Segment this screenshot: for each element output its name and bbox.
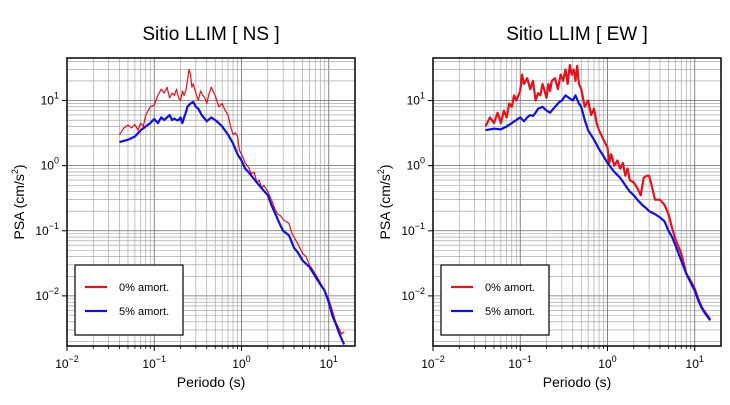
y-tick-label: 100 xyxy=(407,156,425,173)
y-axis-label: PSA (cm/s2) xyxy=(10,164,27,239)
chart-panel-ns: 10−2 10−1 100 101 10−2 10−1 100 101 Sitio LLIM [… xyxy=(10,24,356,390)
series-line-amort-5 xyxy=(119,100,346,345)
legend-box xyxy=(440,264,550,336)
legend-label: 5% amort. xyxy=(485,306,535,318)
legend-box xyxy=(74,264,184,336)
x-tick-label: 10−2 xyxy=(421,354,445,371)
y-tick-label: 101 xyxy=(41,91,59,108)
legend-label: 5% amort. xyxy=(119,306,169,318)
series-line-amort-0 xyxy=(484,63,711,320)
y-axis-label-group: PSA (cm/s2) xyxy=(10,164,27,239)
chart-title: Sitio LLIM [ EW ] xyxy=(506,24,647,45)
y-tick-label: 10−1 xyxy=(401,221,425,238)
chart-title: Sitio LLIM [ NS ] xyxy=(142,24,279,45)
plot-frame xyxy=(432,57,722,347)
legend: 0% amort. 5% amort. xyxy=(74,264,184,336)
x-tick-label: 101 xyxy=(320,354,338,371)
y-tick-label: 10−2 xyxy=(35,286,59,303)
y-tick-label: 10−2 xyxy=(401,286,425,303)
legend: 0% amort. 5% amort. xyxy=(440,264,550,336)
legend-label: 0% amort. xyxy=(119,282,169,294)
series-line-amort-5 xyxy=(485,94,712,322)
x-tick-label: 10−2 xyxy=(55,354,79,371)
plot-frame xyxy=(66,57,356,347)
y-tick-label: 101 xyxy=(407,91,425,108)
x-tick-label: 100 xyxy=(232,354,250,371)
x-tick-label: 100 xyxy=(598,354,616,371)
chart-panel-ew: 10−2 10−1 100 101 10−2 10−1 100 101 Sitio LLIM [… xyxy=(376,24,722,390)
y-tick-label: 10−1 xyxy=(35,221,59,238)
x-tick-label: 10−1 xyxy=(508,354,532,371)
y-axis-label: PSA (cm/s2) xyxy=(376,164,393,239)
x-tick-label: 10−1 xyxy=(142,354,166,371)
x-tick-label: 101 xyxy=(686,354,704,371)
y-axis-label-group: PSA (cm/s2) xyxy=(376,164,393,239)
x-axis-label: Periodo (s) xyxy=(543,374,611,390)
x-axis-label: Periodo (s) xyxy=(177,374,245,390)
series-line-amort-0 xyxy=(119,68,345,335)
y-tick-label: 100 xyxy=(41,156,59,173)
legend-label: 0% amort. xyxy=(485,282,535,294)
